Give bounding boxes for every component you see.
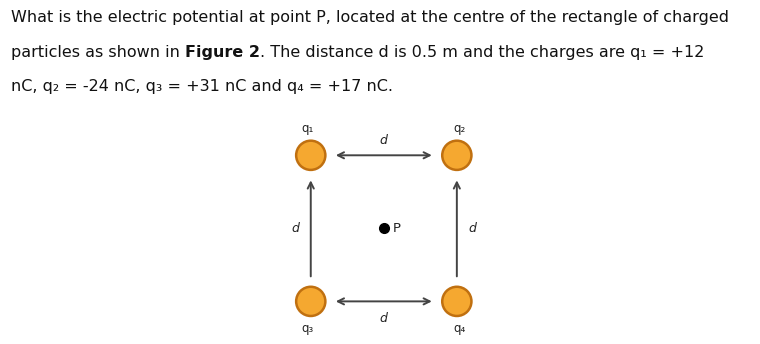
Circle shape [442, 287, 471, 316]
Text: What is the electric potential at point P, located at the centre of the rectangl: What is the electric potential at point … [11, 10, 730, 25]
Text: . The distance d is 0.5 m and the charges are q₁ = +12: . The distance d is 0.5 m and the charge… [261, 45, 705, 60]
Text: d: d [291, 222, 299, 235]
Text: d: d [380, 133, 388, 147]
Text: q₂: q₂ [454, 122, 466, 135]
Circle shape [442, 141, 471, 170]
Text: q₄: q₄ [454, 322, 466, 335]
Text: d: d [380, 312, 388, 325]
Text: Figure 2: Figure 2 [185, 45, 261, 60]
Text: P: P [393, 222, 401, 235]
Text: q₃: q₃ [302, 322, 314, 335]
Text: nC, q₂ = -24 nC, q₃ = +31 nC and q₄ = +17 nC.: nC, q₂ = -24 nC, q₃ = +31 nC and q₄ = +1… [11, 79, 394, 94]
Text: particles as shown in: particles as shown in [11, 45, 185, 60]
Text: d: d [468, 222, 477, 235]
Circle shape [296, 141, 325, 170]
Circle shape [296, 287, 325, 316]
Text: q₁: q₁ [302, 122, 314, 135]
